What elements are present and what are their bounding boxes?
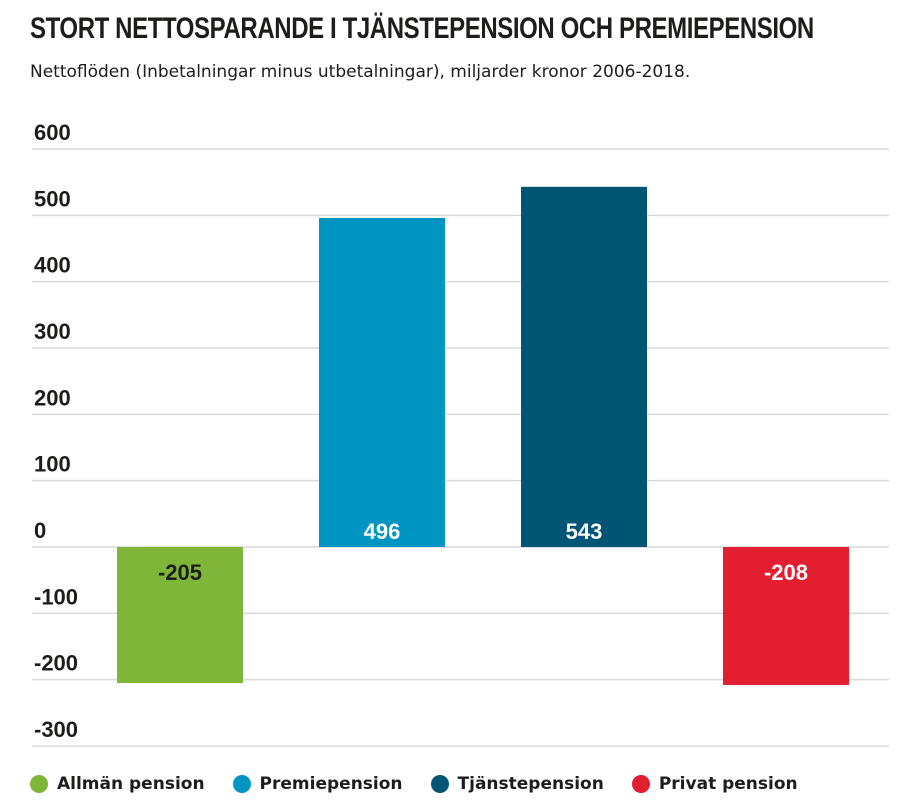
bar-privat-pension xyxy=(723,547,849,685)
y-tick-label: 100 xyxy=(34,452,71,477)
bar-tjänstepension xyxy=(521,186,647,547)
chart-legend: Allmän pension Premiepension Tjänstepensio… xyxy=(30,774,826,794)
bar-allmän-pension xyxy=(117,547,243,683)
y-tick-label: 300 xyxy=(34,319,71,344)
legend-item: Tjänstepension xyxy=(430,774,604,794)
legend-item: Allmän pension xyxy=(30,774,205,794)
legend-item: Premiepension xyxy=(232,774,403,794)
y-tick-label: 400 xyxy=(34,253,71,278)
legend-swatch xyxy=(430,775,449,793)
chart-title: STORT NETTOSPARANDE I TJÄNSTEPENSION OCH… xyxy=(30,12,814,45)
legend-swatch xyxy=(232,775,251,793)
legend-item: Privat pension xyxy=(631,774,798,794)
legend-label: Premiepension xyxy=(259,774,403,794)
y-tick-label: 500 xyxy=(34,186,71,211)
legend-label: Tjänstepension xyxy=(457,774,604,794)
legend-label: Privat pension xyxy=(658,774,798,794)
y-tick-label: -200 xyxy=(34,651,78,676)
y-tick-label: 0 xyxy=(34,518,46,543)
legend-swatch xyxy=(631,775,650,793)
y-tick-label: 600 xyxy=(34,120,71,145)
bar-value-label: -208 xyxy=(764,560,808,585)
y-tick-label: -300 xyxy=(34,717,78,742)
y-tick-label: 200 xyxy=(34,385,71,410)
bar-value-label: -205 xyxy=(158,560,202,585)
chart-subtitle: Nettoflöden (Inbetalningar minus utbetal… xyxy=(30,62,691,82)
bar-value-label: 496 xyxy=(364,519,401,544)
legend-swatch xyxy=(30,775,48,793)
bar-value-label: 543 xyxy=(566,519,603,544)
legend-label: Allmän pension xyxy=(57,774,205,794)
bar-premiepension xyxy=(319,217,445,547)
y-tick-label: -100 xyxy=(34,584,78,609)
